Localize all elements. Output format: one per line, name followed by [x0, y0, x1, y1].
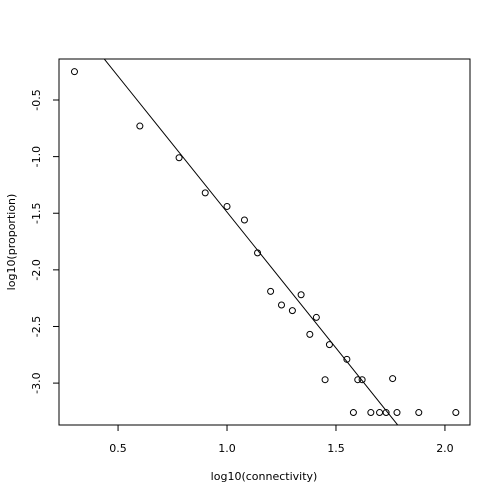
point [325, 341, 333, 349]
point [376, 409, 384, 417]
point [358, 376, 366, 384]
point [201, 189, 209, 197]
point [354, 376, 362, 384]
x-tick-label: 2.0 [436, 442, 454, 455]
y-tick-label: -1.0 [30, 146, 43, 167]
point [312, 313, 320, 321]
point [415, 409, 423, 417]
y-tick-label: -1.5 [30, 203, 43, 224]
point [382, 409, 390, 417]
point [277, 301, 285, 309]
x-tick-label: 1.0 [218, 442, 236, 455]
x-tick-label: 0.5 [109, 442, 127, 455]
y-tick-label: -2.5 [30, 316, 43, 337]
y-axis-label: log10(proportion) [5, 194, 18, 291]
point [240, 216, 248, 224]
point [288, 307, 296, 315]
point [175, 154, 183, 162]
plot-box [58, 58, 471, 426]
point [223, 202, 231, 210]
y-tick-label: -0.5 [30, 89, 43, 110]
point [70, 68, 78, 76]
point [321, 376, 329, 384]
point [267, 287, 275, 295]
point [136, 122, 144, 130]
point [389, 375, 397, 383]
point [306, 330, 314, 338]
point [343, 355, 351, 363]
x-axis-label: log10(connectivity) [211, 470, 318, 483]
point [349, 409, 357, 417]
fit-line [103, 59, 399, 425]
y-tick-label: -2.0 [30, 259, 43, 280]
point [367, 409, 375, 417]
point [297, 291, 305, 299]
x-tick-label: 1.5 [327, 442, 345, 455]
point [452, 409, 460, 417]
point [393, 409, 401, 417]
y-tick-label: -3.0 [30, 372, 43, 393]
point [254, 249, 262, 257]
